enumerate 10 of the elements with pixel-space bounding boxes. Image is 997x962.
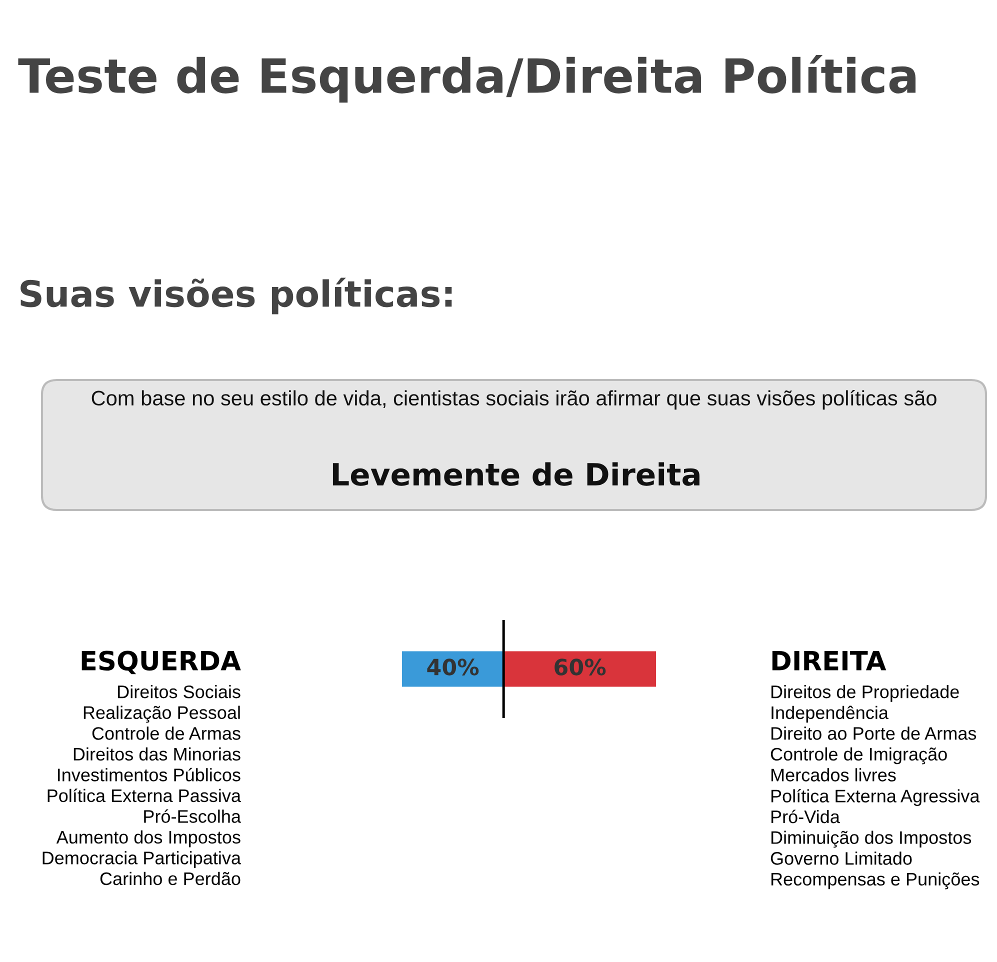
text: Direitos de Propriedade Independência Direito ao Porte de Armas Controle de Imigração Mercados livres Política Externa Agressiva Pró-Vida Diminuição dos Impostos Governo Limitado Recompensas e Punições bbox=[770, 685, 980, 890]
text: Com base no seu estilo de vida, cientistas sociais irão afirmar que suas visões políticas são bbox=[92, 390, 936, 410]
chart-subtitle: Suas visões políticas: bbox=[20, 278, 452, 314]
text: DIREITA bbox=[772, 651, 886, 670]
text: Levemente de Direita bbox=[332, 462, 700, 486]
text: ESQUERDA bbox=[82, 650, 241, 674]
data-label: 60% bbox=[554, 658, 606, 676]
data-label: 40% bbox=[427, 658, 479, 676]
chart-title: Teste de Esquerda/Direita Política bbox=[18, 55, 916, 103]
text: Direitos Sociais Realização Pessoal Controle de Armas Direitos das Minorias Investimentos Públicos Política Externa Passiva Pró-Escolha Aumento dos Impostos Democracia Participativa Carinho e Perdão bbox=[42, 685, 242, 886]
